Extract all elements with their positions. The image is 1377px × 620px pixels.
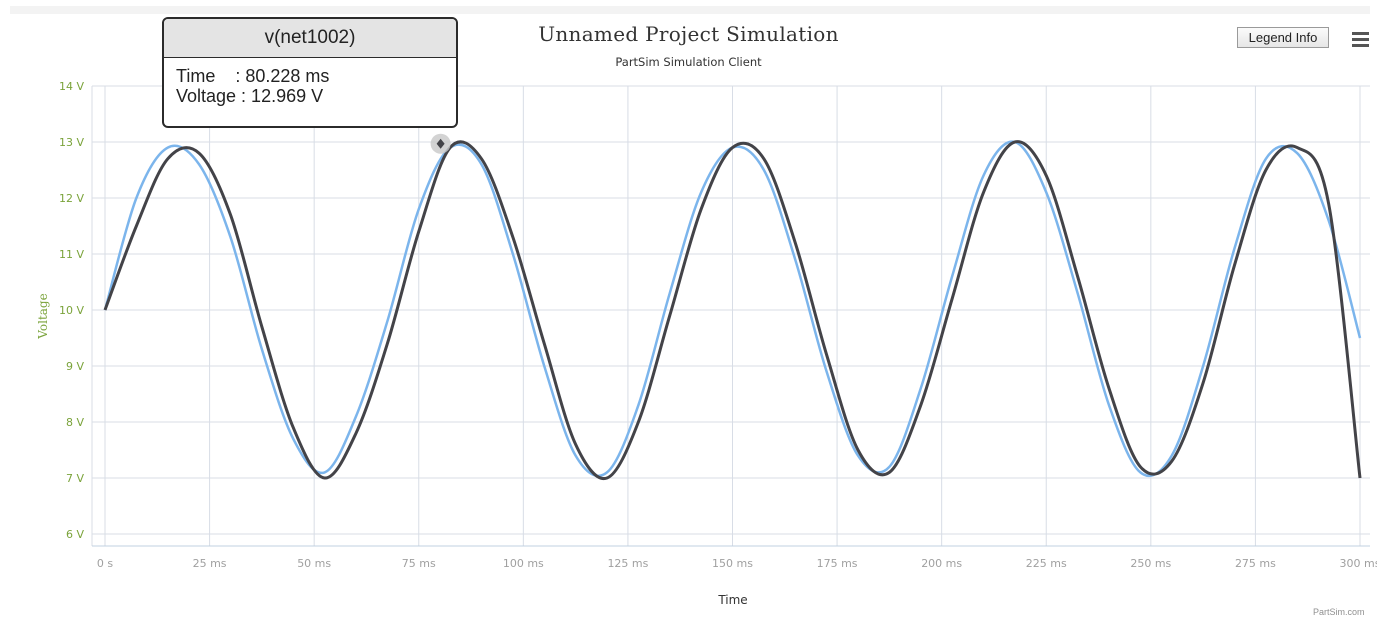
- series-line-v-net1002[interactable]: [103, 140, 1362, 481]
- y-axis-label: Voltage: [36, 293, 50, 339]
- y-tick-label: 6 V: [66, 528, 84, 541]
- x-tick-label: 175 ms: [817, 557, 858, 570]
- x-axis-ticks: 0 s 25 ms 50 ms 75 ms 100 ms 125 ms 150 ms 175 …: [97, 557, 1377, 570]
- x-tick-label: 75 ms: [402, 557, 436, 570]
- chart-title: Unnamed Project Simulation: [538, 22, 839, 46]
- tooltip: v(net1002) Time : 80.228 ms Voltage : 12…: [162, 17, 458, 128]
- y-tick-label: 9 V: [66, 360, 84, 373]
- y-tick-label: 14 V: [59, 80, 84, 93]
- y-tick-label: 10 V: [59, 304, 84, 317]
- x-axis-label: Time: [717, 593, 747, 607]
- x-tick-label: 50 ms: [297, 557, 331, 570]
- menu-bar-bottom: [1352, 44, 1369, 47]
- y-tick-label: 7 V: [66, 472, 84, 485]
- tooltip-voltage: Voltage : 12.969 V: [176, 86, 324, 106]
- x-tick-label: 225 ms: [1026, 557, 1067, 570]
- x-tick-label: 200 ms: [921, 557, 962, 570]
- legend-info-button[interactable]: Legend Info: [1237, 27, 1329, 48]
- x-tick-label: 150 ms: [712, 557, 753, 570]
- credit-link[interactable]: PartSim.com: [1313, 607, 1365, 617]
- x-tick-label: 300 ms: [1340, 557, 1377, 570]
- x-tick-label: 250 ms: [1130, 557, 1171, 570]
- y-tick-label: 12 V: [59, 192, 84, 205]
- x-tick-label: 125 ms: [607, 557, 648, 570]
- y-axis-ticks: 6 V 7 V 8 V 9 V 10 V 11 V 12 V 13 V 14 V: [59, 80, 84, 541]
- top-strip-bar: [10, 6, 1370, 14]
- top-strip: [0, 0, 1377, 14]
- chart-subtitle: PartSim Simulation Client: [615, 55, 762, 69]
- hover-marker: [430, 133, 451, 154]
- series-lines: [103, 140, 1362, 481]
- hover-point[interactable]: [436, 138, 445, 149]
- x-tick-label: 275 ms: [1235, 557, 1276, 570]
- y-tick-label: 8 V: [66, 416, 84, 429]
- hamburger-menu-icon[interactable]: [1348, 28, 1372, 50]
- y-tick-label: 13 V: [59, 136, 84, 149]
- tooltip-header: v(net1002): [164, 19, 456, 58]
- x-tick-label: 25 ms: [193, 557, 227, 570]
- grid: [91, 85, 1370, 547]
- menu-bar-middle: [1352, 38, 1369, 41]
- x-tick-label: 0 s: [97, 557, 113, 570]
- x-tick-label: 100 ms: [503, 557, 544, 570]
- menu-bar-top: [1352, 32, 1369, 35]
- tooltip-time: Time : 80.228 ms: [176, 66, 330, 86]
- y-tick-label: 11 V: [59, 248, 84, 261]
